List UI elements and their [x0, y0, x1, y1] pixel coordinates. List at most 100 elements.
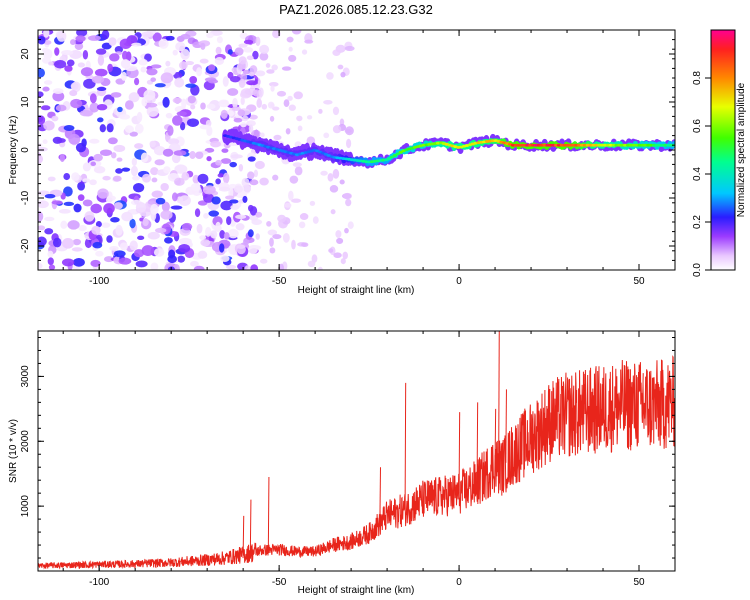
spectrogram-noise-blob: [61, 49, 74, 56]
snr-x-tick-label: -100: [89, 577, 109, 588]
spectrogram-noise-blob: [220, 200, 233, 211]
spectrogram-noise-blob: [272, 106, 280, 111]
spectrogram-noise-blob: [276, 90, 287, 97]
spectrogram-noise-blob: [110, 92, 122, 98]
spectrogram-noise-blob: [243, 46, 254, 53]
spectrogram-noise-blob: [345, 198, 352, 207]
spectrogram-noise-blob: [236, 244, 246, 249]
spectrogram-noise-blob: [68, 133, 81, 145]
spectrogram-noise-blob: [256, 98, 262, 108]
spectrogram-noise-blob: [115, 224, 123, 236]
spectrogram-noise-blob: [142, 173, 152, 183]
spectrogram-noise-blob: [250, 264, 259, 270]
spectrogram-noise-blob: [206, 32, 214, 39]
spectrogram-ridge-core: [387, 157, 392, 160]
spectrogram-noise-blob: [71, 247, 83, 252]
spectrogram-noise-blob: [108, 37, 117, 46]
snr-spike: [476, 402, 479, 484]
spectrogram-noise-blob: [70, 39, 76, 46]
spectrogram-noise-blob: [251, 219, 263, 226]
spectrogram-noise-blob: [229, 161, 237, 168]
spectrogram-noise-blob: [269, 247, 276, 254]
spectrogram-y-tick-label: 0: [20, 147, 31, 153]
spectrogram-noise-blob: [246, 55, 254, 61]
spectrogram-noise-blob: [181, 222, 193, 231]
spectrogram-noise-blob: [141, 97, 148, 107]
spectrogram-noise-blob: [54, 47, 60, 56]
spectrogram-noise-blob: [60, 220, 68, 229]
spectrogram-noise-blob: [332, 168, 340, 179]
spectrogram-noise-blob: [272, 30, 281, 39]
snr-y-tick-label: 1000: [20, 495, 31, 518]
spectrogram-noise-blob: [281, 66, 292, 71]
spectrogram-noise-blob: [69, 89, 78, 97]
spectrogram-noise-blob: [38, 236, 47, 247]
spectrogram-noise-blob: [230, 204, 240, 210]
spectrogram-noise-blob: [91, 75, 105, 84]
spectrogram-noise-blob: [330, 209, 336, 215]
spectrogram-noise-blob: [128, 209, 137, 215]
spectrogram-noise-blob: [150, 77, 157, 82]
spectrogram-noise-blob: [304, 39, 314, 44]
spectrogram-y-tick-label: -20: [20, 238, 31, 253]
spectrogram-noise-blob: [284, 202, 292, 208]
spectrogram-noise-blob: [112, 175, 122, 182]
spectrogram-noise-blob: [47, 257, 54, 266]
spectrogram-noise-blob: [90, 259, 101, 267]
spectrogram-noise-blob: [247, 171, 255, 180]
spectrogram-noise-blob: [101, 222, 111, 228]
spectrogram-noise-blob: [135, 260, 148, 268]
spectrogram-noise-blob: [146, 68, 158, 76]
spectrogram-noise-blob: [259, 258, 268, 264]
spectrogram-noise-blob: [248, 114, 258, 120]
spectrogram-noise-blob: [225, 264, 237, 270]
spectrogram-noise-blob: [130, 165, 138, 177]
spectrogram-noise-blob: [190, 260, 199, 267]
spectrogram-noise-blob: [61, 258, 75, 267]
spectrogram-noise-blob: [214, 57, 225, 65]
spectrogram-noise-blob: [89, 138, 100, 144]
spectrogram-noise-blob: [344, 45, 355, 52]
spectrogram-noise-blob: [311, 254, 318, 263]
spectrogram-noise-blob: [72, 238, 82, 246]
spectrogram-noise-blob: [107, 137, 118, 145]
spectrogram-noise-blob: [149, 140, 156, 148]
spectrogram-noise-blob: [317, 266, 323, 270]
spectrogram-noise-blob: [243, 39, 254, 45]
spectrogram-noise-blob: [160, 72, 174, 84]
spectrogram-noise-blob: [129, 131, 138, 137]
spectrogram-heatmap: [38, 30, 675, 270]
spectrogram-noise-blob: [165, 60, 171, 67]
spectrogram-noise-blob: [337, 64, 344, 70]
spectrogram-noise-blob: [48, 264, 56, 270]
spectrogram-noise-blob: [296, 115, 303, 122]
spectrogram-noise-blob: [266, 69, 275, 74]
spectrogram-noise-blob: [52, 237, 62, 248]
spectrogram-noise-blob: [200, 42, 206, 50]
spectrogram-noise-blob: [291, 30, 302, 35]
spectrogram-noise-blob: [176, 111, 187, 117]
spectrogram-noise-blob: [44, 216, 55, 222]
spectrogram-noise-blob: [301, 242, 309, 248]
spectrogram-x-tick-label: 0: [456, 276, 462, 287]
spectrogram-noise-blob: [118, 114, 131, 120]
spectrogram-noise-blob: [200, 102, 206, 110]
spectrogram-noise-blob: [38, 262, 43, 269]
spectrogram-noise-blob: [220, 255, 230, 262]
spectrogram-noise-blob: [106, 123, 114, 133]
snr-spike: [458, 412, 461, 494]
spectrogram-noise-blob: [195, 151, 204, 159]
spectrogram-noise-blob: [178, 244, 191, 253]
spectrogram-noise-blob: [196, 67, 203, 77]
spectrogram-noise-blob: [180, 49, 190, 60]
spectrogram-noise-blob: [223, 232, 230, 240]
spectrogram-noise-blob: [129, 240, 138, 251]
spectrogram-noise-blob: [273, 134, 282, 141]
spectrogram-noise-blob: [64, 65, 73, 72]
spectrogram-noise-blob: [342, 251, 349, 260]
spectrogram-noise-blob: [227, 49, 233, 55]
spectrogram-noise-blob: [154, 159, 165, 166]
spectrogram-noise-blob: [43, 30, 50, 38]
spectrogram-noise-blob: [70, 82, 79, 90]
spectrogram-noise-blob: [113, 144, 126, 153]
